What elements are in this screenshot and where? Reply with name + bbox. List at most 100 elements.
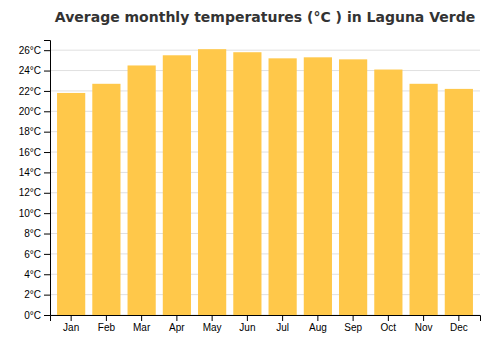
y-tick-mark [44, 274, 50, 275]
y-axis: 0°C 2°C 4°C 6°C 8°C 10°C 12°C 14°C 16°C 18°C 20°C 2… [19, 41, 51, 321]
x-tick-label: Dec [450, 322, 468, 333]
y-tick: 10°C [19, 208, 50, 219]
bar [410, 84, 438, 315]
x-tick: Jul [276, 315, 289, 333]
y-tick-label: 20°C [19, 106, 41, 117]
x-tick-label: Mar [133, 322, 151, 333]
grid-line [50, 50, 480, 51]
y-tick-label: 2°C [24, 289, 41, 300]
y-tick-mark [44, 172, 50, 173]
y-tick: 24°C [19, 65, 50, 76]
x-tick: Aug [309, 315, 327, 333]
x-tick-label: Oct [381, 322, 397, 333]
y-tick-mark [44, 315, 50, 316]
y-tick: 6°C [24, 249, 50, 260]
bar [128, 65, 156, 315]
x-tick: Jan [63, 315, 79, 333]
y-tick: 16°C [19, 147, 50, 158]
x-tick-mark [247, 315, 248, 321]
bars [57, 49, 473, 315]
y-tick-label: 24°C [19, 65, 41, 76]
bar [198, 49, 226, 315]
y-tick-label: 8°C [24, 228, 41, 239]
bar [445, 89, 473, 315]
y-tick-mark [44, 234, 50, 235]
x-tick: Oct [381, 315, 397, 333]
y-tick: 8°C [24, 228, 50, 239]
y-tick-mark [44, 91, 50, 92]
x-tick-mark [176, 315, 177, 321]
x-tick: Jun [239, 315, 255, 333]
bar [374, 70, 402, 315]
y-tick-label: 6°C [24, 249, 41, 260]
y-axis-line [44, 41, 51, 316]
y-tick-label: 18°C [19, 126, 41, 137]
x-tick-mark [212, 315, 213, 321]
y-tick: 20°C [19, 106, 50, 117]
grid-line [50, 70, 480, 71]
y-tick: 22°C [19, 86, 50, 97]
x-axis: Jan Feb Mar Apr May Jun Jul Aug Sep Oct Nov Dec [51, 315, 481, 333]
x-tick-label: Jul [276, 322, 289, 333]
x-axis-line [51, 316, 481, 322]
y-tick: 14°C [19, 167, 50, 178]
y-tick: 26°C [19, 45, 50, 56]
bar [92, 84, 120, 315]
bar [269, 58, 297, 315]
x-tick-label: Nov [415, 322, 433, 333]
y-tick-mark [44, 111, 50, 112]
y-tick-label: 26°C [19, 45, 41, 56]
y-tick-label: 16°C [19, 147, 41, 158]
plot: Jan Feb Mar Apr May Jun Jul Aug Sep Oct Nov Dec 0°C 2… [19, 41, 481, 334]
y-tick-label: 4°C [24, 269, 41, 280]
x-tick-label: Aug [309, 322, 327, 333]
title: Average monthly temperatures (°C ) in La… [55, 9, 475, 25]
y-tick-mark [44, 254, 50, 255]
x-tick-label: May [203, 322, 222, 333]
y-tick-mark [44, 152, 50, 153]
x-tick-label: Jun [239, 322, 255, 333]
bar [339, 59, 367, 315]
y-tick-mark [44, 193, 50, 194]
x-tick-label: Apr [169, 322, 185, 333]
y-tick-label: 10°C [19, 208, 41, 219]
grid [50, 50, 480, 315]
y-tick: 2°C [24, 289, 50, 300]
x-tick-label: Sep [344, 322, 362, 333]
x-tick-mark [71, 315, 72, 321]
x-tick-label: Feb [98, 322, 116, 333]
x-tick: Mar [133, 315, 151, 333]
x-tick-label: Jan [63, 322, 79, 333]
y-tick-mark [44, 71, 50, 72]
x-tick: Apr [169, 315, 185, 333]
x-tick: Dec [450, 315, 468, 333]
x-tick: Feb [98, 315, 116, 333]
y-tick-mark [44, 213, 50, 214]
x-tick-mark [353, 315, 354, 321]
x-tick-mark [282, 315, 283, 321]
y-tick: 0°C [24, 310, 50, 321]
bar [233, 52, 261, 315]
y-tick-label: 12°C [19, 187, 41, 198]
x-tick: Sep [344, 315, 362, 333]
y-tick-mark [44, 132, 50, 133]
y-tick: 18°C [19, 126, 50, 137]
x-tick: Nov [415, 315, 433, 333]
x-tick-mark [458, 315, 459, 321]
x-tick-mark [106, 315, 107, 321]
bar [304, 57, 332, 315]
x-tick-mark [141, 315, 142, 321]
y-tick-mark [44, 295, 50, 296]
y-tick-mark [44, 50, 50, 51]
y-tick-label: 22°C [19, 86, 41, 97]
y-tick-label: 0°C [24, 310, 41, 321]
x-tick-mark [423, 315, 424, 321]
x-tick-mark [317, 315, 318, 321]
y-tick: 12°C [19, 187, 50, 198]
x-tick-mark [388, 315, 389, 321]
y-tick: 4°C [24, 269, 50, 280]
x-tick: May [203, 315, 222, 333]
bar [57, 93, 85, 315]
bar [163, 55, 191, 315]
chart: Jan Feb Mar Apr May Jun Jul Aug Sep Oct Nov Dec 0°C 2… [0, 0, 500, 350]
